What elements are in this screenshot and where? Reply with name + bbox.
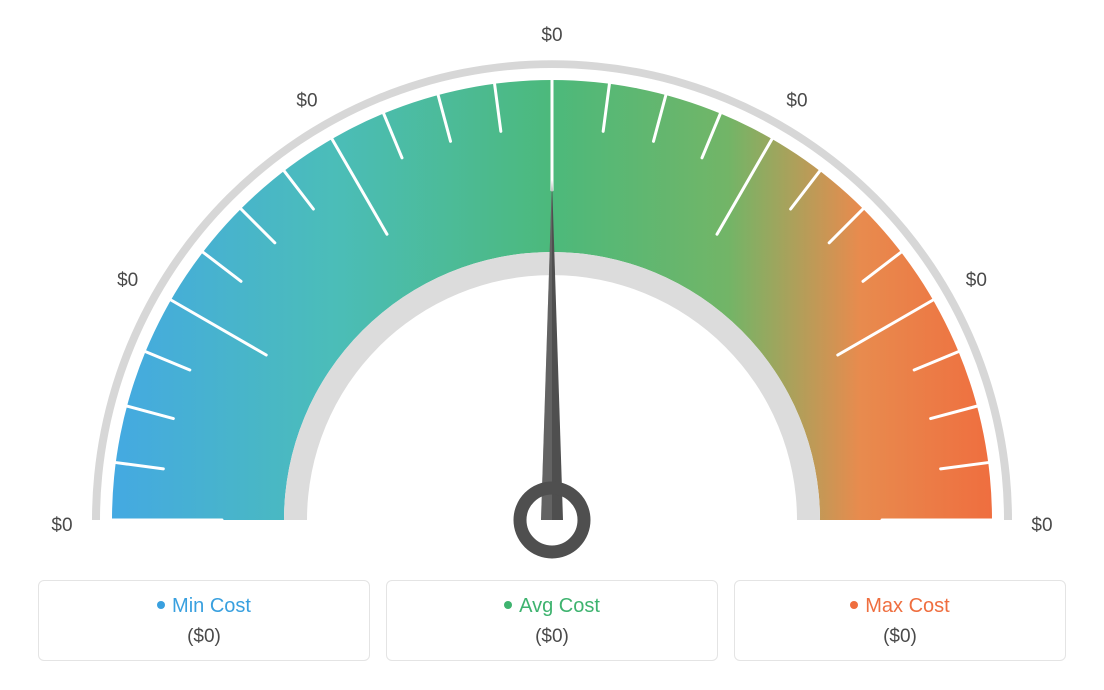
gauge-tick-label: $0	[1031, 515, 1052, 536]
legend-box-avg: Avg Cost ($0)	[386, 580, 718, 661]
gauge-tick-label: $0	[117, 270, 138, 291]
gauge-tick-label: $0	[296, 91, 317, 112]
legend-title-min: Min Cost	[39, 595, 369, 618]
gauge-tick-label: $0	[541, 25, 562, 46]
legend-label: Avg Cost	[519, 595, 600, 617]
legend-dot-icon	[157, 601, 165, 609]
legend-label: Min Cost	[172, 595, 251, 617]
legend-value: ($0)	[39, 626, 369, 648]
gauge-tick-label: $0	[966, 270, 987, 291]
legend-dot-icon	[850, 601, 858, 609]
legend-title-avg: Avg Cost	[387, 595, 717, 618]
legend-dot-icon	[504, 601, 512, 609]
gauge-tick-label: $0	[786, 91, 807, 112]
legend-title-max: Max Cost	[735, 595, 1065, 618]
legend-value: ($0)	[387, 626, 717, 648]
gauge-svg: $0 $0 $0 $0 $0 $0 $0	[20, 20, 1084, 570]
legend-label: Max Cost	[865, 595, 949, 617]
legend-row: Min Cost ($0) Avg Cost ($0) Max Cost ($0)	[20, 580, 1084, 661]
legend-box-max: Max Cost ($0)	[734, 580, 1066, 661]
gauge-tick-label: $0	[51, 515, 72, 536]
legend-value: ($0)	[735, 626, 1065, 648]
legend-box-min: Min Cost ($0)	[38, 580, 370, 661]
gauge-chart: $0 $0 $0 $0 $0 $0 $0	[20, 20, 1084, 570]
